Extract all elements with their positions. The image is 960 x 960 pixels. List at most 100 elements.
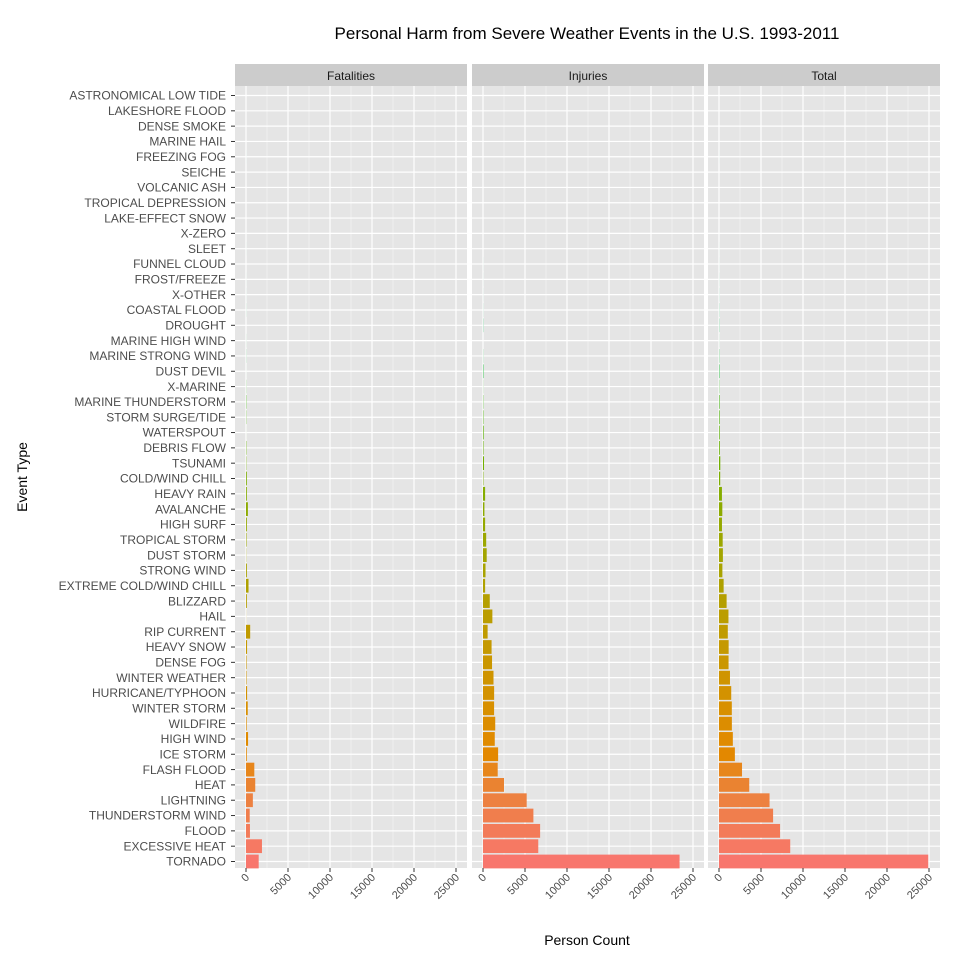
category-label: STRONG WIND (139, 564, 226, 578)
bar (719, 425, 720, 440)
bar (719, 471, 721, 486)
bar (246, 624, 251, 639)
bar (483, 716, 496, 731)
x-tick-label: 20000 (863, 872, 893, 902)
facet-panel: Injuries 0 5000 10000 15000 20000 25000 (472, 64, 704, 902)
bar (719, 578, 724, 593)
bar (483, 732, 495, 746)
bar (483, 793, 527, 808)
category-label: RIP CURRENT (144, 625, 226, 639)
bar (719, 594, 727, 608)
bar (246, 793, 253, 808)
bar (719, 732, 733, 746)
x-tick-label: 0 (712, 872, 725, 885)
facet-strip-label: Injuries (569, 69, 608, 83)
category-label: X-OTHER (172, 288, 226, 302)
bar (719, 778, 750, 792)
category-label: AVALANCHE (155, 502, 226, 516)
category-label: DENSE FOG (155, 656, 226, 670)
category-label: HAIL (199, 610, 226, 624)
x-tick-label: 20000 (627, 872, 657, 902)
bar (483, 747, 499, 762)
bar (246, 854, 259, 869)
facet-strip-label: Total (811, 69, 836, 83)
bar (483, 778, 504, 792)
bar (246, 502, 248, 517)
category-label: DEBRIS FLOW (143, 441, 226, 455)
bar (719, 716, 732, 731)
category-label: SLEET (188, 242, 227, 256)
category-label: WINTER STORM (132, 702, 226, 716)
bar (719, 793, 770, 808)
category-label: FROST/FREEZE (135, 273, 226, 287)
category-label: EXTREME COLD/WIND CHILL (59, 579, 227, 593)
category-label: WILDFIRE (169, 717, 226, 731)
category-label: X-ZERO (181, 227, 226, 241)
chart-title: Personal Harm from Severe Weather Events… (335, 24, 840, 43)
bar (246, 594, 247, 608)
bar (246, 732, 249, 746)
category-label: ASTRONOMICAL LOW TIDE (69, 89, 226, 103)
bar (719, 563, 723, 578)
bar (483, 640, 492, 654)
x-tick-label: 10000 (543, 872, 573, 902)
bar (483, 839, 539, 854)
bar (483, 532, 487, 547)
facet-panel: Fatalities 0 5000 10000 15000 20000 25000 (235, 64, 467, 902)
bar (719, 701, 732, 716)
x-tick-label: 5000 (741, 872, 767, 898)
category-label: BLIZZARD (168, 594, 226, 608)
x-tick-label: 0 (476, 872, 489, 885)
category-label: X-MARINE (167, 380, 226, 394)
category-label: MARINE THUNDERSTORM (74, 395, 226, 409)
category-label: THUNDERSTORM WIND (89, 809, 226, 823)
category-label: VOLCANIC ASH (137, 181, 226, 195)
bar (719, 670, 730, 685)
bar (483, 609, 493, 624)
bar (483, 456, 485, 471)
bar (719, 502, 723, 517)
bar (719, 686, 732, 700)
bar (719, 747, 735, 762)
category-label: SEICHE (181, 165, 226, 179)
category-label: EXCESSIVE HEAT (124, 839, 227, 853)
bar (483, 502, 485, 517)
bar (719, 486, 722, 501)
facet-strip (235, 64, 467, 86)
bar (483, 701, 495, 716)
x-tick-label: 25000 (669, 872, 699, 902)
bar (246, 808, 250, 823)
category-label: FLOOD (185, 824, 227, 838)
category-label: TSUNAMI (172, 456, 226, 470)
category-label: WINTER WEATHER (116, 671, 226, 685)
y-axis-title: Event Type (14, 442, 30, 512)
bar (246, 640, 248, 654)
x-tick-label: 15000 (821, 872, 851, 902)
bar (719, 655, 729, 670)
facet-strip-label: Fatalities (327, 69, 375, 83)
category-label: MARINE STRONG WIND (89, 349, 226, 363)
bar (246, 823, 250, 838)
category-label: WATERSPOUT (143, 426, 227, 440)
bar (483, 808, 534, 823)
category-label: MARINE HIGH WIND (111, 334, 227, 348)
x-tick-label: 10000 (779, 872, 809, 902)
category-label: DROUGHT (165, 319, 226, 333)
bar (483, 578, 486, 593)
category-label: HURRICANE/TYPHOON (92, 686, 226, 700)
bar (483, 517, 486, 532)
x-axis-title: Person Count (544, 932, 630, 948)
x-tick-label: 25000 (432, 872, 462, 902)
bar (246, 839, 262, 854)
facet-strip (472, 64, 704, 86)
bar (246, 778, 256, 792)
bar (246, 686, 248, 700)
bar (719, 548, 723, 562)
bar (483, 762, 498, 777)
bar (483, 854, 680, 869)
x-tick-label: 15000 (348, 872, 378, 902)
category-label: DUST DEVIL (156, 364, 227, 378)
bar (246, 471, 247, 486)
